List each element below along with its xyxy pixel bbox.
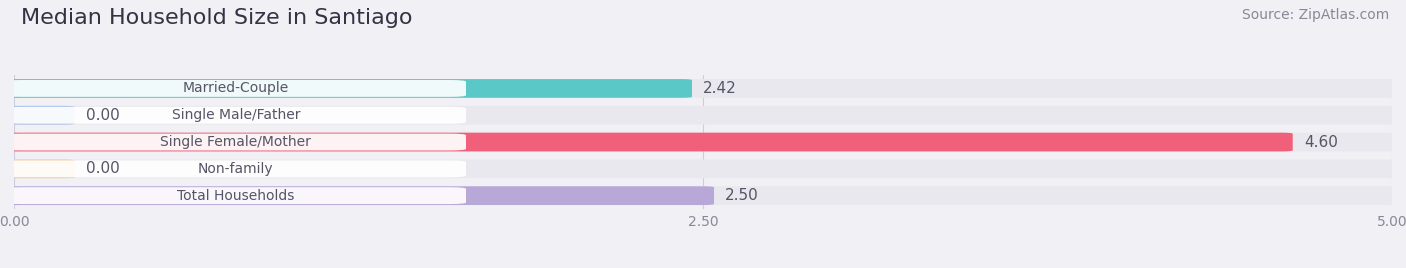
FancyBboxPatch shape: [3, 133, 1292, 151]
Text: 2.50: 2.50: [725, 188, 759, 203]
Text: Source: ZipAtlas.com: Source: ZipAtlas.com: [1241, 8, 1389, 22]
FancyBboxPatch shape: [6, 134, 465, 150]
FancyBboxPatch shape: [6, 107, 465, 124]
Text: 0.00: 0.00: [86, 161, 120, 176]
Text: 2.42: 2.42: [703, 81, 737, 96]
FancyBboxPatch shape: [3, 186, 714, 205]
FancyBboxPatch shape: [3, 106, 1403, 125]
Text: Single Female/Mother: Single Female/Mother: [160, 135, 311, 149]
FancyBboxPatch shape: [3, 159, 1403, 178]
Text: 0.00: 0.00: [86, 108, 120, 123]
FancyBboxPatch shape: [3, 186, 1403, 205]
FancyBboxPatch shape: [3, 159, 75, 178]
FancyBboxPatch shape: [3, 79, 692, 98]
FancyBboxPatch shape: [3, 106, 75, 125]
Text: 4.60: 4.60: [1303, 135, 1337, 150]
FancyBboxPatch shape: [3, 79, 1403, 98]
Text: Single Male/Father: Single Male/Father: [172, 108, 299, 122]
Text: Total Households: Total Households: [177, 189, 295, 203]
FancyBboxPatch shape: [3, 133, 1403, 151]
FancyBboxPatch shape: [6, 161, 465, 177]
Text: Married-Couple: Married-Couple: [183, 81, 290, 95]
FancyBboxPatch shape: [6, 187, 465, 204]
FancyBboxPatch shape: [6, 80, 465, 97]
Text: Non-family: Non-family: [198, 162, 274, 176]
Text: Median Household Size in Santiago: Median Household Size in Santiago: [21, 8, 412, 28]
